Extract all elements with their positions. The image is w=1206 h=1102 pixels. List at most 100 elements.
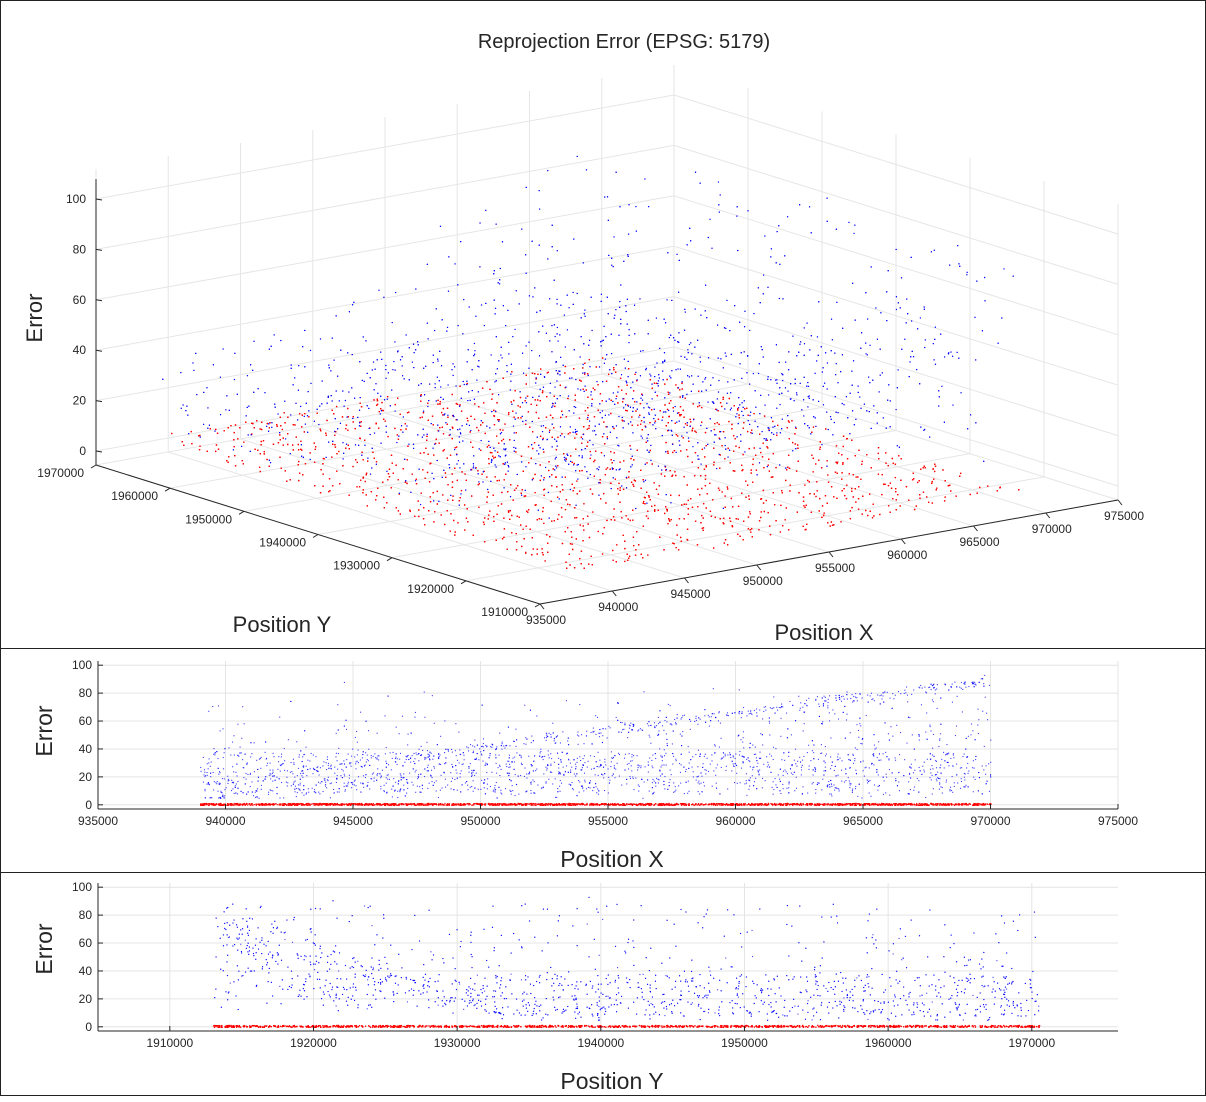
point xyxy=(858,498,859,499)
point xyxy=(737,409,738,410)
point xyxy=(293,424,294,425)
point xyxy=(679,389,680,390)
point xyxy=(832,525,833,526)
point xyxy=(607,436,608,437)
point xyxy=(537,399,538,400)
point xyxy=(420,417,421,418)
point xyxy=(242,460,243,461)
point xyxy=(539,518,540,519)
point xyxy=(653,482,654,483)
point xyxy=(315,446,316,447)
point xyxy=(439,427,440,428)
point xyxy=(521,456,522,457)
point xyxy=(456,446,457,447)
point xyxy=(610,469,611,470)
point xyxy=(703,530,704,531)
point xyxy=(677,534,678,535)
point xyxy=(526,375,527,376)
point xyxy=(522,529,523,530)
point xyxy=(467,418,468,419)
point xyxy=(855,501,856,502)
point xyxy=(679,414,680,415)
point xyxy=(433,454,434,455)
point xyxy=(614,452,615,453)
point xyxy=(534,442,535,443)
point xyxy=(640,470,641,471)
point xyxy=(807,480,808,481)
point xyxy=(681,504,682,505)
point xyxy=(955,495,956,496)
point xyxy=(606,520,607,521)
point xyxy=(651,506,652,507)
point xyxy=(931,483,932,484)
point xyxy=(540,368,541,369)
point xyxy=(581,470,582,471)
point xyxy=(719,489,720,490)
point xyxy=(553,427,554,428)
point xyxy=(624,561,625,562)
point xyxy=(606,469,607,470)
point xyxy=(567,504,568,505)
point xyxy=(637,425,638,426)
point xyxy=(809,493,810,494)
point xyxy=(342,416,343,417)
point xyxy=(733,435,734,436)
point xyxy=(843,436,844,437)
point xyxy=(243,442,244,443)
point xyxy=(412,473,413,474)
point xyxy=(447,484,448,485)
point xyxy=(768,512,769,513)
point xyxy=(298,480,299,481)
point xyxy=(654,505,655,506)
point xyxy=(546,416,547,417)
point xyxy=(821,517,822,518)
point xyxy=(479,483,480,484)
point xyxy=(735,438,736,439)
point xyxy=(336,406,337,407)
point xyxy=(557,497,558,498)
point xyxy=(623,460,624,461)
point xyxy=(377,488,378,489)
point xyxy=(617,402,618,403)
point xyxy=(892,458,893,459)
point xyxy=(592,511,593,512)
point xyxy=(587,373,588,374)
point xyxy=(679,495,680,496)
point xyxy=(934,464,935,465)
point xyxy=(813,426,814,427)
point xyxy=(893,463,894,464)
point xyxy=(400,513,401,514)
point xyxy=(674,450,675,451)
point xyxy=(488,445,489,446)
point xyxy=(418,500,419,501)
point xyxy=(314,462,315,463)
point xyxy=(870,511,871,512)
point xyxy=(560,385,561,386)
point xyxy=(717,422,718,423)
point xyxy=(738,414,739,415)
point xyxy=(565,477,566,478)
point xyxy=(378,428,379,429)
point xyxy=(522,489,523,490)
point xyxy=(786,507,787,508)
point xyxy=(456,403,457,404)
point xyxy=(503,518,504,519)
point xyxy=(635,480,636,481)
point xyxy=(216,444,217,445)
point xyxy=(743,428,744,429)
point xyxy=(624,548,625,549)
point xyxy=(718,488,719,489)
point xyxy=(701,422,702,423)
point xyxy=(491,452,492,453)
point xyxy=(391,455,392,456)
point xyxy=(862,461,863,462)
point xyxy=(623,535,624,536)
point xyxy=(789,468,790,469)
point xyxy=(936,489,937,490)
point xyxy=(505,474,506,475)
point xyxy=(633,459,634,460)
point xyxy=(488,458,489,459)
point xyxy=(592,564,593,565)
point xyxy=(580,380,581,381)
point xyxy=(557,437,558,438)
